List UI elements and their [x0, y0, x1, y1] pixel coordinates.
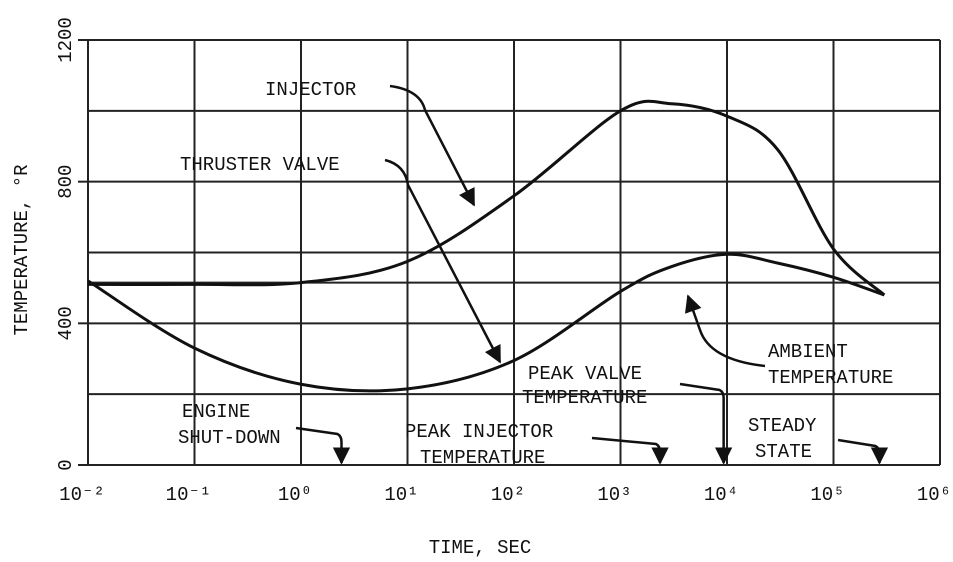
x-tick-label: 10⁴: [704, 484, 738, 506]
event-arrow: [679, 382, 733, 465]
label-arrow: [389, 84, 476, 207]
event-label: STEADY: [748, 415, 817, 437]
y-axis-label: TEMPERATURE, °R: [11, 164, 33, 335]
annotation: AMBIENT: [768, 341, 848, 363]
event-label: STATE: [755, 441, 812, 463]
event-label: TEMPERATURE: [522, 387, 647, 409]
x-tick-label: 10⁻¹: [166, 484, 212, 506]
label-arrow: [684, 294, 766, 368]
event-arrow: [591, 436, 669, 465]
event-label: TEMPERATURE: [420, 447, 545, 469]
y-tick-label: 0: [55, 459, 77, 470]
x-tick-label: 10²: [491, 484, 525, 506]
x-tick-label: 10⁵: [810, 484, 844, 506]
series-line: [87, 252, 885, 393]
annotation: TEMPERATURE: [768, 367, 893, 389]
y-tick-label: 1200: [55, 17, 77, 63]
x-tick-label: 10⁶: [917, 484, 951, 506]
x-tick-label: 10³: [597, 484, 631, 506]
event-label: ENGINE: [182, 401, 250, 423]
label-arrow: [384, 158, 502, 364]
series-line: [87, 99, 886, 297]
series-label: THRUSTER VALVE: [180, 154, 340, 176]
event-label: PEAK INJECTOR: [405, 421, 553, 443]
event-arrow: [837, 438, 889, 465]
x-tick-label: 10⁻²: [59, 484, 105, 506]
event-arrow: [295, 426, 351, 465]
x-tick-label: 10⁰: [278, 484, 312, 506]
x-tick-label: 10¹: [384, 484, 418, 506]
event-label: PEAK VALVE: [528, 363, 642, 385]
x-axis-label: TIME, SEC: [429, 537, 532, 559]
series-label: INJECTOR: [265, 79, 356, 101]
y-tick-label: 400: [55, 306, 77, 340]
y-tick-label: 800: [55, 165, 77, 199]
event-label: SHUT-DOWN: [178, 427, 281, 449]
